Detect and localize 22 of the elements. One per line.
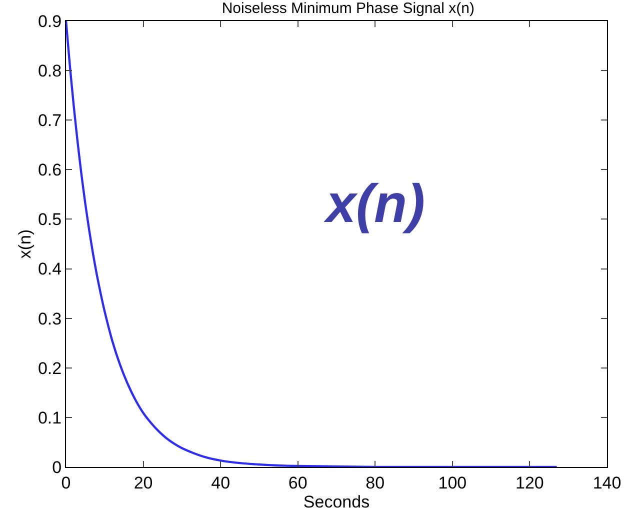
x-axis-title: Seconds	[303, 492, 370, 512]
x-tick-label: 20	[134, 473, 153, 492]
x-tick-label: 80	[366, 473, 385, 492]
y-tick-label: 0	[52, 458, 62, 477]
x-tick-label: 120	[516, 473, 544, 492]
chart-title: Noiseless Minimum Phase Signal x(n)	[222, 0, 474, 18]
y-tick-label: 0.7	[38, 111, 62, 130]
y-tick-label: 0.1	[38, 408, 62, 428]
y-tick-label: 0.2	[38, 358, 62, 378]
y-tick-label: 0.3	[38, 309, 62, 328]
y-tick-label: 0.4	[38, 260, 62, 279]
x-tick-label: 40	[211, 473, 230, 492]
y-tick-label: 0.6	[38, 160, 62, 180]
y-tick-label: 0.5	[38, 210, 62, 230]
y-tick-label: 0.9	[38, 12, 62, 31]
x-tick-label: 140	[592, 473, 622, 492]
x-tick-label: 100	[438, 473, 467, 492]
annotation: x(n)	[323, 174, 425, 234]
line-series	[66, 21, 558, 467]
y-tick-label: 0.8	[38, 62, 62, 81]
y-axis-title: x(n)	[16, 229, 35, 259]
x-tick-label: 60	[288, 473, 308, 492]
